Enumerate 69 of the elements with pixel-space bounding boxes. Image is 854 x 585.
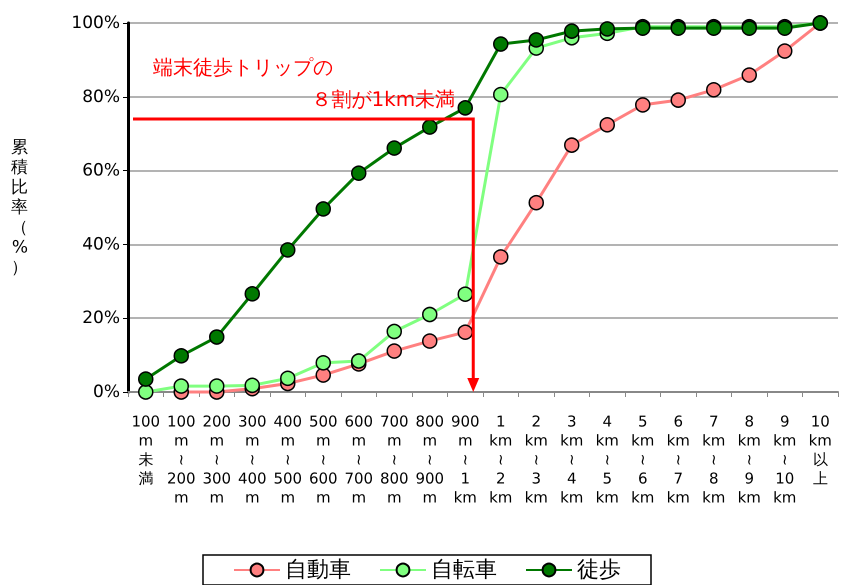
y-tick-label: 20% (82, 308, 120, 328)
point (458, 286, 473, 302)
x-tick-label: 1km≀2km (489, 412, 512, 506)
point (600, 21, 615, 37)
point (742, 67, 757, 83)
point (493, 86, 508, 102)
y-axis-title: 累積比率（%） (11, 138, 28, 278)
x-tick-label: 2km≀3km (524, 412, 548, 506)
point (174, 378, 189, 394)
point (351, 353, 366, 369)
point (458, 324, 473, 340)
x-tick-label: 100m未満 (131, 412, 160, 488)
x-tick-label: 400m≀500m (273, 412, 302, 506)
point (316, 355, 331, 371)
point (280, 242, 296, 258)
point (209, 329, 224, 345)
point (244, 286, 260, 302)
x-tick-label: 5km≀6km (631, 412, 654, 506)
point (174, 348, 189, 364)
annotation: 端末徒歩トリップの８割が1km未満 (153, 54, 456, 111)
point (386, 343, 402, 359)
point (316, 201, 331, 217)
point (209, 378, 224, 394)
point (777, 43, 792, 59)
point (422, 333, 438, 349)
point (244, 378, 260, 394)
x-tick-label: 700m≀800m (380, 412, 409, 506)
legend-label: 自転車 (431, 558, 497, 582)
point (670, 92, 686, 108)
point (138, 384, 154, 400)
x-tick-label: 600m≀700m (344, 412, 374, 506)
y-tick-label: 80% (82, 86, 120, 107)
point (493, 36, 508, 52)
x-tick-label: 7km≀8km (702, 412, 726, 506)
y-tick-label: 40% (82, 234, 120, 254)
x-tick-label: 200m≀300m (202, 412, 232, 506)
point (528, 32, 544, 48)
point (422, 306, 438, 322)
x-tick-label: 4km≀5km (596, 412, 619, 506)
point (635, 97, 650, 113)
point (706, 82, 722, 98)
x-tick-label: 3km≀4km (560, 412, 584, 506)
point (458, 100, 473, 116)
point (138, 371, 154, 387)
y-tick-label: 0% (93, 382, 120, 402)
point (316, 367, 331, 383)
y-tick-label: 60% (82, 160, 120, 181)
x-tick-label: 800m≀900m (415, 412, 444, 506)
x-tick-label: 100m≀200m (166, 412, 196, 506)
x-tick-label: 500m≀600m (308, 412, 338, 506)
point (528, 194, 544, 210)
point (351, 165, 366, 181)
point (386, 324, 402, 340)
point (493, 249, 508, 265)
point (600, 117, 615, 133)
x-tick-label: 6km≀7km (666, 412, 690, 506)
x-tick-label: 9km≀10km (773, 412, 796, 506)
x-tick-label: 8km≀9km (738, 412, 761, 506)
point (564, 137, 580, 153)
point (386, 140, 402, 156)
legend-label: 徒歩 (577, 558, 621, 582)
x-tick-label: 10km以上 (808, 412, 832, 488)
x-tick-label: 300m≀400m (238, 412, 267, 506)
point (280, 370, 296, 386)
x-tick-label: 900m≀1km (450, 412, 480, 506)
legend-label: 自動車 (285, 558, 351, 582)
y-tick-label: 100% (71, 13, 120, 33)
point (422, 119, 438, 135)
point (564, 23, 580, 39)
